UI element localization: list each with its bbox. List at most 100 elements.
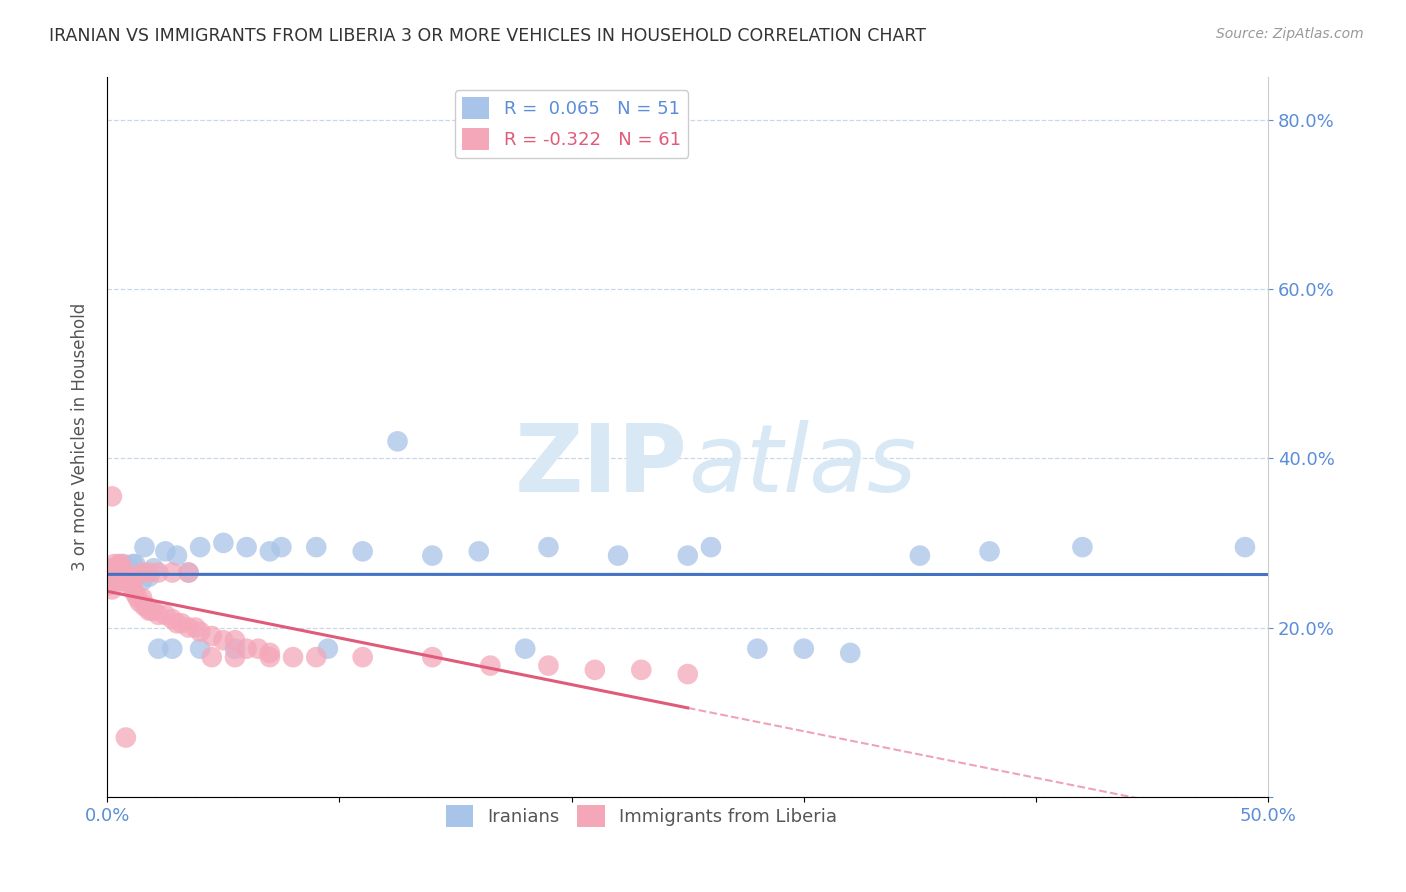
Point [105,561,128,575]
Point [115,570,138,584]
Point [127,566,149,580]
Point [138,604,160,618]
Point [155,607,177,622]
Point [98,578,121,592]
Point [537,658,560,673]
Point [1233,540,1256,554]
Point [128,595,150,609]
Point [105,566,128,580]
Point [177,566,200,580]
Point [224,641,246,656]
Point [224,633,246,648]
Point [134,599,156,614]
Point [127,591,149,605]
Point [131,591,153,605]
Point [387,434,409,449]
Point [212,633,235,648]
Point [148,641,170,656]
Point [112,574,135,588]
Point [839,646,862,660]
Y-axis label: 3 or more Vehicles in Household: 3 or more Vehicles in Household [72,303,89,571]
Point [115,731,138,745]
Point [212,536,235,550]
Point [235,641,257,656]
Point [110,557,132,571]
Point [352,544,374,558]
Text: ZIP: ZIP [515,420,688,512]
Point [166,616,188,631]
Point [112,557,135,571]
Point [141,604,163,618]
Point [124,587,146,601]
Point [148,607,170,622]
Point [110,570,132,584]
Point [101,489,124,503]
Point [105,561,128,575]
Point [112,561,135,575]
Point [676,667,699,681]
Point [188,624,211,639]
Point [747,641,769,656]
Point [259,650,281,665]
Point [124,557,146,571]
Text: IRANIAN VS IMMIGRANTS FROM LIBERIA 3 OR MORE VEHICLES IN HOUSEHOLD CORRELATION C: IRANIAN VS IMMIGRANTS FROM LIBERIA 3 OR … [49,27,927,45]
Point [103,561,125,575]
Point [142,604,165,618]
Point [98,566,121,580]
Point [162,612,184,626]
Point [108,566,131,580]
Point [121,557,143,571]
Point [108,574,131,588]
Text: atlas: atlas [688,420,915,511]
Point [515,641,537,656]
Point [305,650,328,665]
Point [305,540,328,554]
Point [420,650,443,665]
Point [117,574,139,588]
Point [103,557,125,571]
Point [188,540,211,554]
Point [134,540,156,554]
Point [281,650,304,665]
Point [166,549,188,563]
Point [162,641,184,656]
Point [247,641,270,656]
Point [316,641,339,656]
Point [259,646,281,660]
Point [479,658,502,673]
Point [201,650,224,665]
Point [131,574,153,588]
Point [121,582,143,597]
Point [201,629,224,643]
Point [110,570,132,584]
Point [155,544,177,558]
Point [162,566,184,580]
Point [112,566,135,580]
Point [793,641,815,656]
Point [138,570,160,584]
Point [420,549,443,563]
Point [120,566,142,580]
Point [170,616,193,631]
Point [117,574,139,588]
Point [676,549,699,563]
Point [468,544,491,558]
Point [131,566,153,580]
Point [101,582,124,597]
Point [537,540,560,554]
Point [135,599,157,614]
Point [177,566,200,580]
Point [607,549,630,563]
Point [188,641,211,656]
Point [108,557,131,571]
Point [583,663,606,677]
Text: Source: ZipAtlas.com: Source: ZipAtlas.com [1216,27,1364,41]
Point [1071,540,1094,554]
Point [148,566,170,580]
Point [115,566,138,580]
Point [120,570,142,584]
Point [908,549,931,563]
Point [630,663,652,677]
Point [270,540,292,554]
Point [124,570,146,584]
